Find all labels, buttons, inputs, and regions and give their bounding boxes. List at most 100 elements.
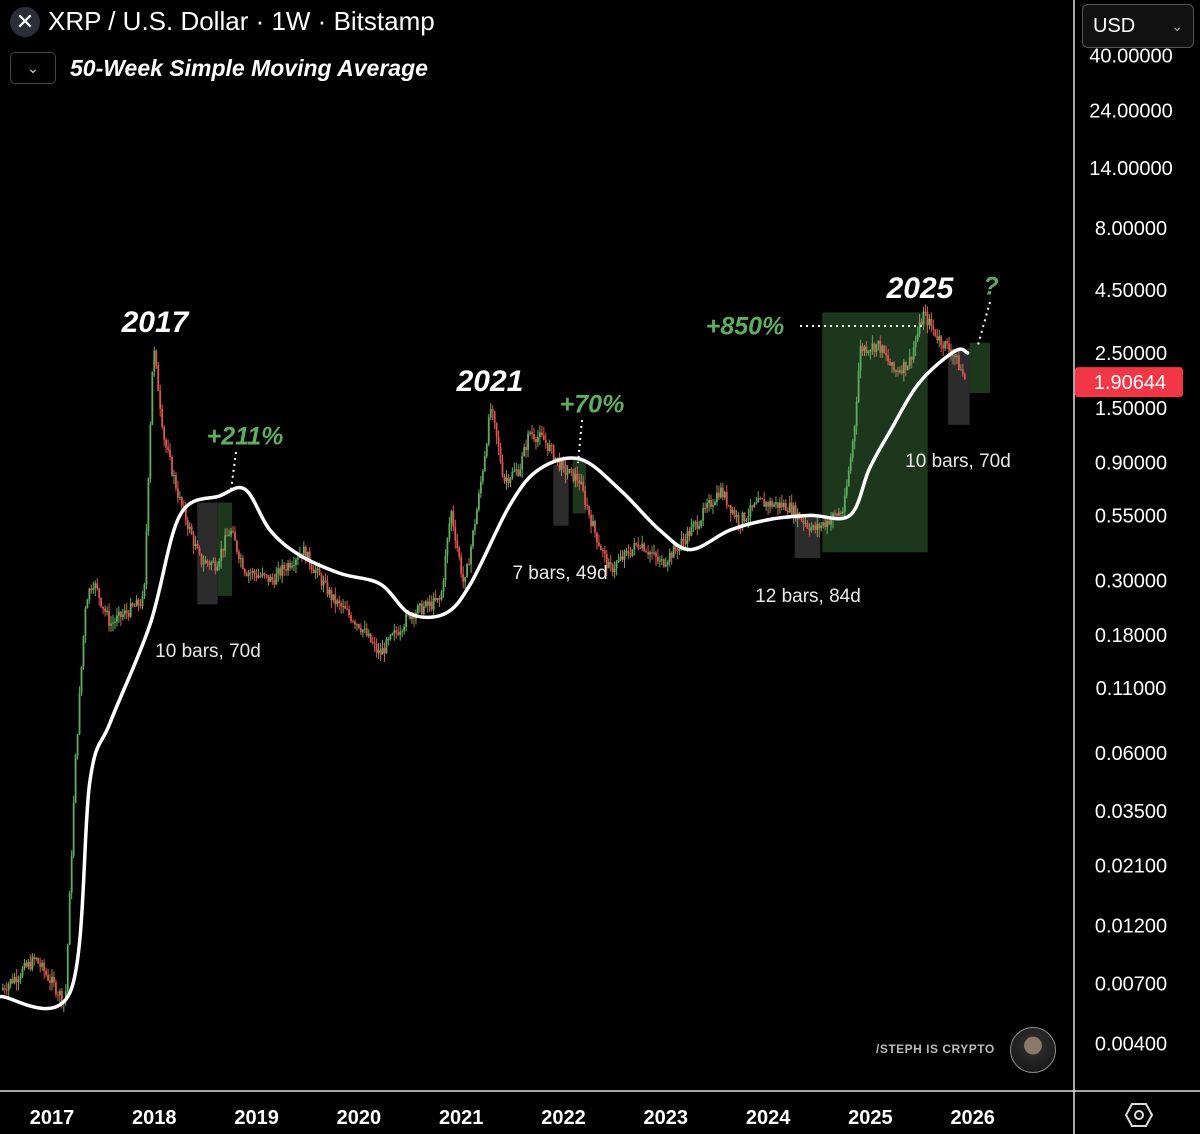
candle-body xyxy=(493,411,496,423)
candle-body xyxy=(401,630,404,632)
candle-body xyxy=(897,370,899,373)
candle-body xyxy=(1,988,4,990)
candle-body xyxy=(478,493,480,510)
candle-body xyxy=(517,469,520,476)
candle-body xyxy=(733,510,736,517)
annotation-gain-211: +211% xyxy=(206,422,284,451)
candle-body xyxy=(731,510,734,514)
chart-title: XRP / U.S. Dollar · 1W · Bitstamp xyxy=(48,6,435,36)
candle-body xyxy=(657,556,659,562)
annotation-leader-line xyxy=(977,301,991,346)
price-axis[interactable] xyxy=(1074,0,1200,1134)
candle-body xyxy=(265,574,268,576)
hexagon-settings-icon[interactable] xyxy=(1124,1100,1154,1130)
candle-body xyxy=(749,505,752,517)
y-tick-label: 14.00000 xyxy=(1089,158,1172,180)
candle-body xyxy=(39,963,42,967)
candle-body xyxy=(147,478,150,532)
candle-body xyxy=(621,556,624,560)
y-tick-label: 0.06000 xyxy=(1095,743,1167,765)
candle-body xyxy=(956,355,958,358)
candle-body xyxy=(692,523,695,527)
candle-body xyxy=(841,511,844,514)
candle-body xyxy=(21,968,24,977)
candle-body xyxy=(220,548,223,561)
x-tick-label: 2017 xyxy=(30,1107,75,1129)
candle-body xyxy=(912,347,915,360)
y-tick-label: 0.00400 xyxy=(1095,1034,1167,1056)
candle-body xyxy=(434,597,437,601)
candle-body xyxy=(72,803,75,857)
candle-body xyxy=(820,525,823,529)
candle-body xyxy=(792,505,795,516)
candle-body xyxy=(403,626,406,631)
annotation-gain-70: +70% xyxy=(559,390,625,419)
candle-body xyxy=(958,355,960,371)
y-tick-label: 0.90000 xyxy=(1095,453,1167,475)
time-axis[interactable] xyxy=(0,1091,1200,1134)
candle-body xyxy=(306,551,309,562)
candle-body xyxy=(552,445,555,461)
candle-body xyxy=(104,608,107,612)
candle-body xyxy=(470,546,472,565)
candle-body xyxy=(210,562,213,566)
candle-body xyxy=(485,444,488,457)
candle-body xyxy=(481,471,484,482)
candle-body xyxy=(745,519,748,521)
candle-body xyxy=(560,460,563,470)
x-logo-icon: ✕ xyxy=(10,6,40,37)
candle-body xyxy=(908,356,911,367)
indicator-toggle-button[interactable]: ⌄ xyxy=(10,52,56,84)
candle-body xyxy=(576,473,579,481)
candle-body xyxy=(139,605,142,607)
candle-body xyxy=(959,369,962,371)
candle-body xyxy=(263,573,266,575)
candle-body xyxy=(599,545,602,551)
candle-body xyxy=(88,588,91,601)
candle-body xyxy=(322,580,325,586)
candle-body xyxy=(688,531,691,536)
candle-body xyxy=(857,370,860,402)
candle-body xyxy=(649,552,651,555)
candle-body xyxy=(767,502,769,507)
candle-body xyxy=(645,551,648,553)
candle-body xyxy=(409,613,411,619)
candle-body xyxy=(180,497,183,506)
candle-body xyxy=(853,426,856,442)
candle-body xyxy=(682,539,685,541)
annotation-leader-line xyxy=(577,419,583,464)
candle-body xyxy=(330,589,333,601)
currency-select[interactable]: USD ⌄ xyxy=(1082,4,1194,48)
candle-body xyxy=(228,534,230,537)
candle-body xyxy=(456,540,459,548)
candle-body xyxy=(653,552,655,554)
candle-body xyxy=(655,552,657,557)
candle-body xyxy=(729,505,732,514)
candle-body xyxy=(904,361,907,370)
candle-body xyxy=(261,573,264,577)
candle-body xyxy=(672,545,675,558)
candle-body xyxy=(619,556,622,560)
candle-body xyxy=(861,346,864,352)
candle-body xyxy=(33,957,36,959)
candle-body xyxy=(940,336,943,346)
candle-body xyxy=(236,540,238,552)
candle-body xyxy=(570,469,573,471)
candle-body xyxy=(662,559,665,567)
candle-body xyxy=(245,573,248,576)
candle-body xyxy=(49,980,51,983)
candle-body xyxy=(222,548,225,551)
candle-body xyxy=(906,366,909,370)
candle-body xyxy=(361,629,364,633)
candle-body xyxy=(708,500,710,504)
indicator-legend: ⌄ 50-Week Simple Moving Average xyxy=(10,52,428,84)
candle-body xyxy=(647,552,649,555)
candle-body xyxy=(165,439,168,448)
candle-body xyxy=(554,457,557,461)
candle-body xyxy=(297,557,299,560)
candle-body xyxy=(839,512,842,514)
candle-body xyxy=(417,605,419,613)
drawdown-range-box xyxy=(197,502,218,605)
candle-body xyxy=(613,568,616,572)
